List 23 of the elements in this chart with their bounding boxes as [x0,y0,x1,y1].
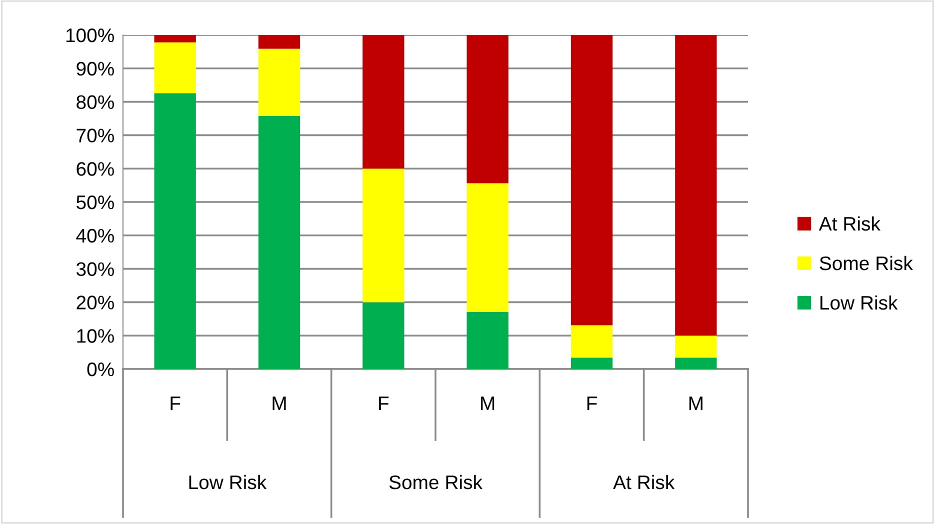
text: Some Risk [389,474,483,490]
x-tick-label: M [689,396,702,410]
legend-label: Low Risk [820,295,898,310]
x-tick-label: M [272,396,286,410]
y-tick-label: 30% [76,262,114,276]
y-tick-label: 90% [76,62,114,76]
legend-label: Some Risk [820,256,913,270]
y-tick-label: 40% [76,228,114,243]
y-tick-label: 0% [87,362,114,376]
y-tick-label: 10% [77,329,114,343]
x-tick-label: F [170,396,180,410]
legend-label: At Risk [818,216,880,231]
y-tick-label: 20% [76,296,114,310]
text: At Risk [613,474,675,490]
y-tick-label: 100% [66,28,114,42]
x-tick-label: M [481,396,494,410]
y-tick-label: 50% [76,195,114,210]
x-tick-label: F [587,396,597,410]
y-tick-label: 70% [76,128,114,142]
text: Low Risk [189,474,267,490]
y-tick-label: 80% [76,95,114,110]
x-tick-label: F [379,396,389,410]
y-tick-label: 60% [76,162,114,176]
